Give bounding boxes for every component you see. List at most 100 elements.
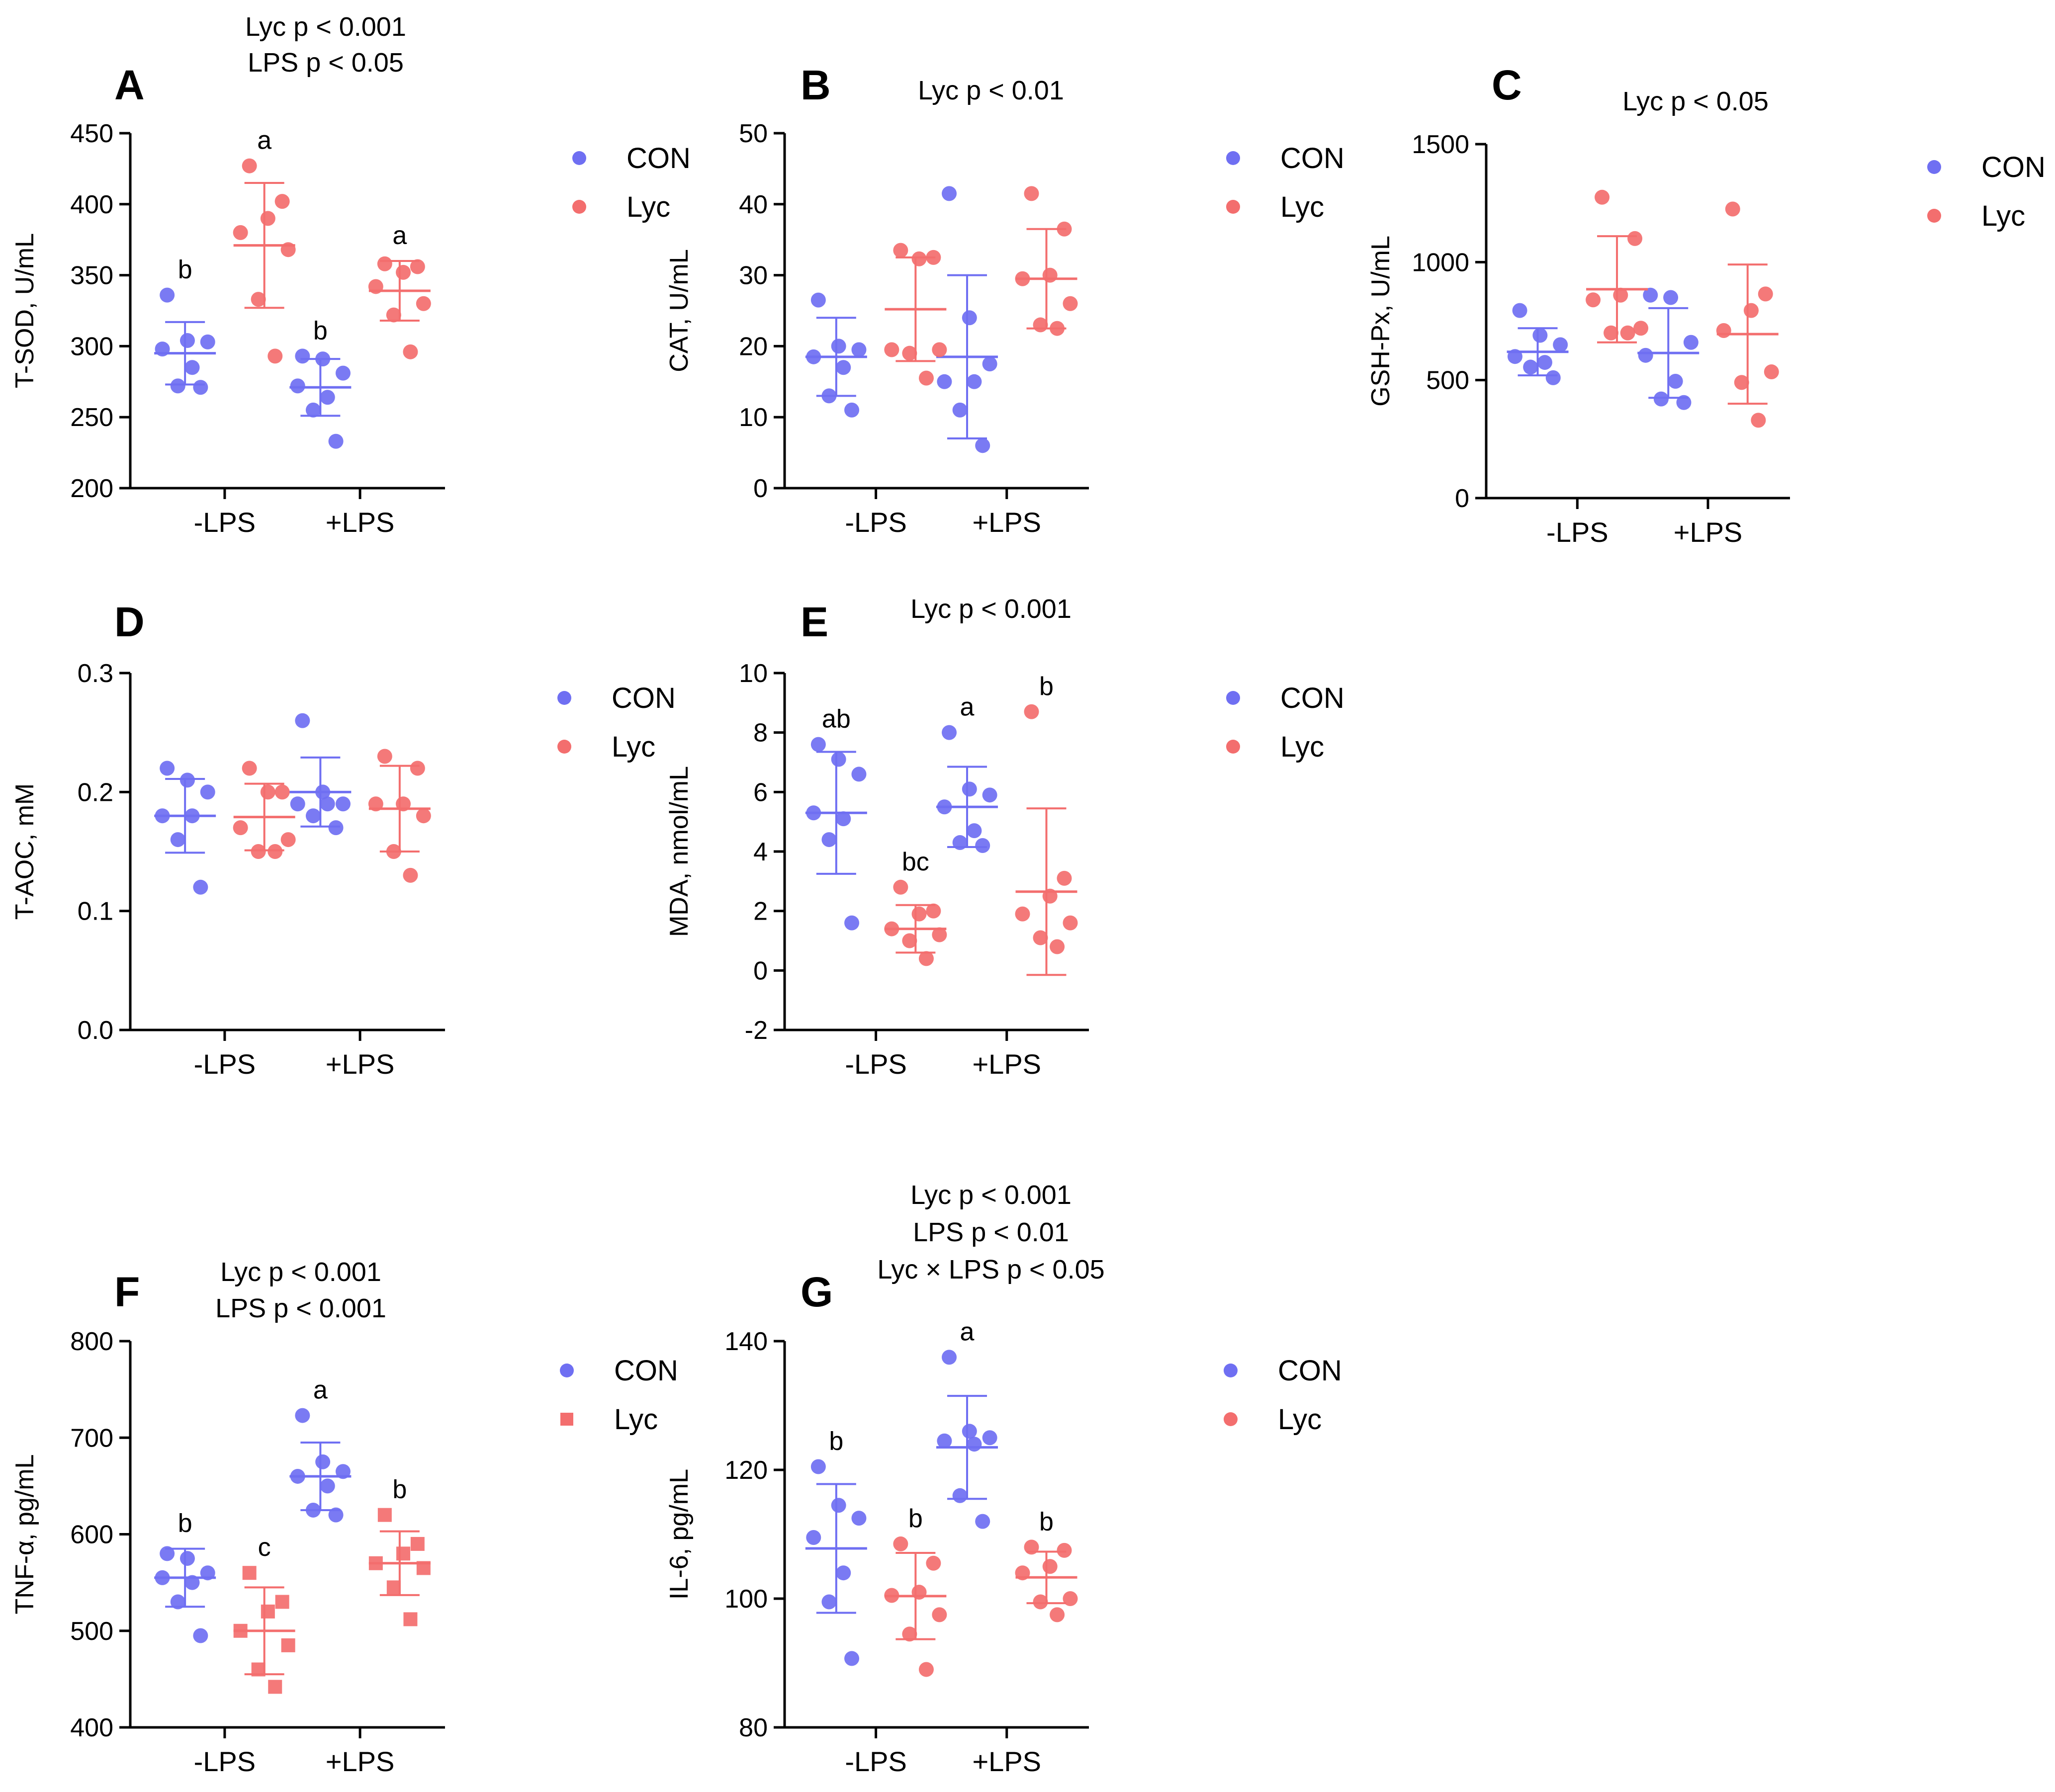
data-point (851, 1511, 867, 1526)
data-point (1512, 303, 1527, 318)
significance-letter: a (960, 693, 975, 722)
data-point (200, 784, 215, 800)
y-tick-label: 200 (70, 474, 113, 503)
data-point (1743, 303, 1759, 318)
data-point (1668, 374, 1683, 389)
data-point (1523, 359, 1538, 375)
panel-g: G Lyc p < 0.001 LPS p < 0.01 Lyc × LPS p < … (665, 1180, 1342, 1777)
data-point (1553, 337, 1568, 352)
data-point (328, 820, 344, 836)
data-point (836, 360, 851, 375)
y-tick-label: 120 (724, 1456, 768, 1485)
data-point (975, 838, 990, 853)
data-point (295, 713, 310, 728)
legend-marker-con (1226, 691, 1240, 705)
y-tick-label: 140 (724, 1327, 768, 1356)
x-tick-label: +LPS (972, 507, 1041, 538)
data-point (1683, 335, 1698, 350)
series-con-plus-lps: b (289, 316, 352, 449)
data-point (170, 1594, 185, 1610)
significance-letter: b (1039, 672, 1054, 701)
data-point (403, 867, 418, 883)
data-point (1643, 287, 1658, 303)
stats-text: LPS p < 0.01 (913, 1217, 1069, 1247)
legend-label-lyc: Lyc (626, 191, 670, 223)
panel-f: F Lyc p < 0.001 LPS p < 0.001 400 500 600 700 8… (10, 1257, 678, 1777)
x-tick-label: -LPS (194, 1746, 256, 1777)
data-point (1653, 391, 1669, 407)
panel-letter: G (801, 1269, 833, 1315)
data-point (274, 784, 290, 800)
data-point (410, 1536, 425, 1551)
legend-marker-con (572, 151, 586, 165)
data-point (1015, 906, 1030, 922)
y-tick-label: 0.0 (78, 1016, 113, 1045)
data-point (320, 390, 335, 405)
data-point (315, 1454, 331, 1469)
data-point (836, 1565, 851, 1581)
y-tick-label: 400 (70, 190, 113, 219)
x-tick-label: +LPS (972, 1746, 1041, 1777)
data-point (893, 879, 908, 895)
y-tick-label: 0 (1455, 484, 1469, 513)
legend-marker-lyc (572, 200, 586, 214)
data-point (902, 345, 917, 361)
y-tick-label: 300 (70, 332, 113, 361)
data-point (416, 808, 431, 824)
y-axis-title: IL-6, pg/mL (665, 1469, 694, 1600)
y-axis-title: GSH-Px, U/mL (1366, 236, 1395, 407)
data-point (962, 781, 977, 797)
y-tick-label: 350 (70, 261, 113, 290)
data-point (942, 186, 957, 201)
stats-text: Lyc p < 0.01 (918, 76, 1064, 105)
data-point (396, 264, 411, 280)
panel-b: B Lyc p < 0.01 0 10 20 30 40 50 CAT, U/mL -LPS +LP… (665, 62, 1344, 538)
significance-letter: b (1039, 1507, 1054, 1536)
data-point (320, 1478, 335, 1494)
x-tick-label: -LPS (845, 507, 907, 538)
data-point (275, 1595, 289, 1609)
data-point (967, 1437, 982, 1452)
legend-marker-con (1927, 160, 1941, 174)
data-point (416, 296, 431, 311)
data-point (1050, 939, 1065, 954)
data-point (295, 348, 310, 364)
panel-letter: F (114, 1269, 140, 1315)
legend-marker-con (1224, 1364, 1238, 1377)
legend-marker-lyc (1224, 1412, 1238, 1426)
y-tick-label: 500 (70, 1617, 113, 1646)
legend-marker-lyc (560, 1413, 573, 1426)
series-lyc-minus-lps (1586, 189, 1649, 343)
y-tick-label: 700 (70, 1424, 113, 1452)
significance-letter: a (960, 1317, 975, 1346)
panel-letter: E (801, 598, 828, 645)
data-point (193, 380, 208, 395)
data-point (281, 1638, 295, 1652)
y-tick-label: 8 (753, 719, 768, 748)
data-point (1586, 292, 1601, 308)
series-lyc-minus-lps (233, 761, 296, 859)
data-point (1057, 221, 1072, 237)
y-tick-label: 50 (739, 119, 768, 148)
y-tick-label: 10 (739, 403, 768, 432)
data-point (396, 1546, 411, 1561)
stats-text: Lyc p < 0.001 (910, 594, 1072, 624)
data-point (1627, 231, 1643, 246)
panel-letter: D (114, 598, 145, 645)
y-tick-label: 40 (739, 190, 768, 219)
y-tick-label: -2 (745, 1016, 768, 1045)
data-point (932, 342, 947, 357)
data-point (926, 903, 941, 919)
legend-marker-lyc (1226, 740, 1240, 754)
data-point (810, 737, 826, 752)
significance-letter: c (258, 1533, 271, 1562)
data-point (403, 344, 418, 359)
legend-marker-lyc (1226, 200, 1240, 214)
data-point (810, 292, 826, 308)
data-point (1620, 325, 1635, 341)
data-point (268, 844, 283, 859)
y-tick-label: 1500 (1412, 130, 1469, 159)
data-point (932, 927, 947, 942)
data-point (952, 835, 968, 851)
